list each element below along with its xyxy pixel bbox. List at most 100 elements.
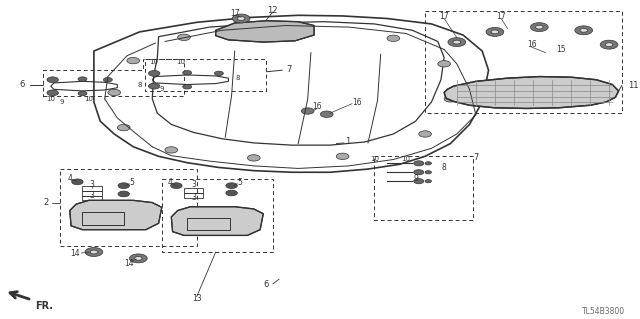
- Text: 3: 3: [191, 180, 196, 189]
- Circle shape: [237, 17, 245, 20]
- Bar: [187, 218, 230, 230]
- Text: 10: 10: [84, 96, 93, 102]
- Polygon shape: [172, 207, 263, 235]
- Circle shape: [413, 170, 424, 175]
- Circle shape: [183, 85, 191, 89]
- Circle shape: [148, 70, 160, 76]
- Circle shape: [171, 183, 182, 189]
- Circle shape: [248, 155, 260, 161]
- Circle shape: [214, 71, 223, 76]
- Circle shape: [605, 43, 613, 47]
- Circle shape: [118, 191, 129, 197]
- Circle shape: [78, 77, 87, 81]
- Circle shape: [387, 35, 400, 41]
- Circle shape: [419, 131, 431, 137]
- Circle shape: [336, 153, 349, 160]
- Circle shape: [301, 108, 314, 114]
- Text: 2: 2: [44, 198, 49, 207]
- Bar: [162, 179, 273, 252]
- Text: 3: 3: [191, 193, 196, 202]
- Circle shape: [448, 38, 466, 47]
- Text: TL54B3800: TL54B3800: [582, 307, 625, 315]
- Bar: [184, 188, 203, 193]
- Text: 8: 8: [442, 163, 447, 172]
- Polygon shape: [70, 200, 162, 230]
- Bar: [425, 11, 622, 113]
- Bar: [83, 186, 102, 191]
- Circle shape: [491, 30, 499, 34]
- Text: 6: 6: [264, 280, 269, 289]
- Text: 14: 14: [124, 259, 134, 268]
- Circle shape: [425, 171, 431, 174]
- Circle shape: [575, 26, 593, 35]
- Text: 16: 16: [352, 98, 362, 107]
- Text: 3: 3: [90, 191, 95, 200]
- Text: 14: 14: [70, 249, 79, 258]
- Circle shape: [90, 250, 98, 254]
- Text: 16: 16: [312, 102, 322, 111]
- Circle shape: [148, 83, 160, 89]
- Circle shape: [226, 190, 237, 196]
- Text: 9: 9: [159, 86, 164, 92]
- Circle shape: [292, 27, 305, 33]
- Text: 17: 17: [497, 12, 506, 21]
- Text: 5: 5: [129, 178, 134, 187]
- Circle shape: [108, 89, 120, 96]
- Circle shape: [600, 40, 618, 49]
- Polygon shape: [216, 21, 314, 42]
- Bar: [374, 156, 473, 220]
- Text: 10: 10: [150, 59, 159, 65]
- Circle shape: [226, 183, 237, 189]
- Circle shape: [165, 147, 178, 153]
- Circle shape: [118, 183, 129, 189]
- Circle shape: [536, 25, 543, 29]
- Circle shape: [134, 256, 142, 260]
- Circle shape: [425, 180, 431, 183]
- Circle shape: [127, 57, 140, 64]
- Circle shape: [438, 61, 451, 67]
- Circle shape: [72, 179, 83, 185]
- Bar: [83, 196, 102, 200]
- Circle shape: [47, 77, 58, 83]
- Text: FR.: FR.: [35, 301, 53, 311]
- Circle shape: [129, 254, 147, 263]
- Text: 10: 10: [46, 96, 55, 102]
- Circle shape: [117, 124, 130, 131]
- Text: 12: 12: [268, 6, 278, 15]
- Circle shape: [85, 248, 103, 256]
- Text: 7: 7: [473, 153, 479, 162]
- Circle shape: [413, 161, 424, 166]
- Circle shape: [444, 96, 457, 102]
- Text: 9: 9: [60, 99, 65, 105]
- Text: 9: 9: [413, 174, 418, 182]
- Bar: [60, 169, 196, 246]
- Circle shape: [183, 70, 191, 75]
- Bar: [83, 212, 124, 225]
- Text: 8: 8: [138, 82, 142, 87]
- Circle shape: [232, 14, 250, 23]
- Circle shape: [413, 179, 424, 184]
- Text: 15: 15: [557, 45, 566, 54]
- Circle shape: [47, 90, 58, 96]
- Circle shape: [486, 27, 504, 36]
- Circle shape: [104, 78, 112, 82]
- Text: 11: 11: [628, 81, 639, 90]
- Text: 13: 13: [192, 294, 202, 303]
- Circle shape: [178, 34, 190, 41]
- Circle shape: [531, 23, 548, 32]
- Text: 10: 10: [401, 156, 410, 162]
- Circle shape: [425, 162, 431, 165]
- Text: 1: 1: [345, 137, 350, 146]
- Text: 4: 4: [67, 174, 72, 182]
- Text: 5: 5: [237, 178, 243, 187]
- Text: 10: 10: [370, 156, 379, 162]
- Text: 8: 8: [236, 75, 240, 81]
- Text: 4: 4: [168, 178, 172, 187]
- Polygon shape: [444, 77, 619, 108]
- Circle shape: [78, 91, 87, 96]
- Text: 17: 17: [439, 12, 449, 21]
- Text: 16: 16: [527, 40, 536, 49]
- Text: 17: 17: [230, 9, 239, 18]
- Circle shape: [453, 40, 461, 44]
- Circle shape: [321, 111, 333, 117]
